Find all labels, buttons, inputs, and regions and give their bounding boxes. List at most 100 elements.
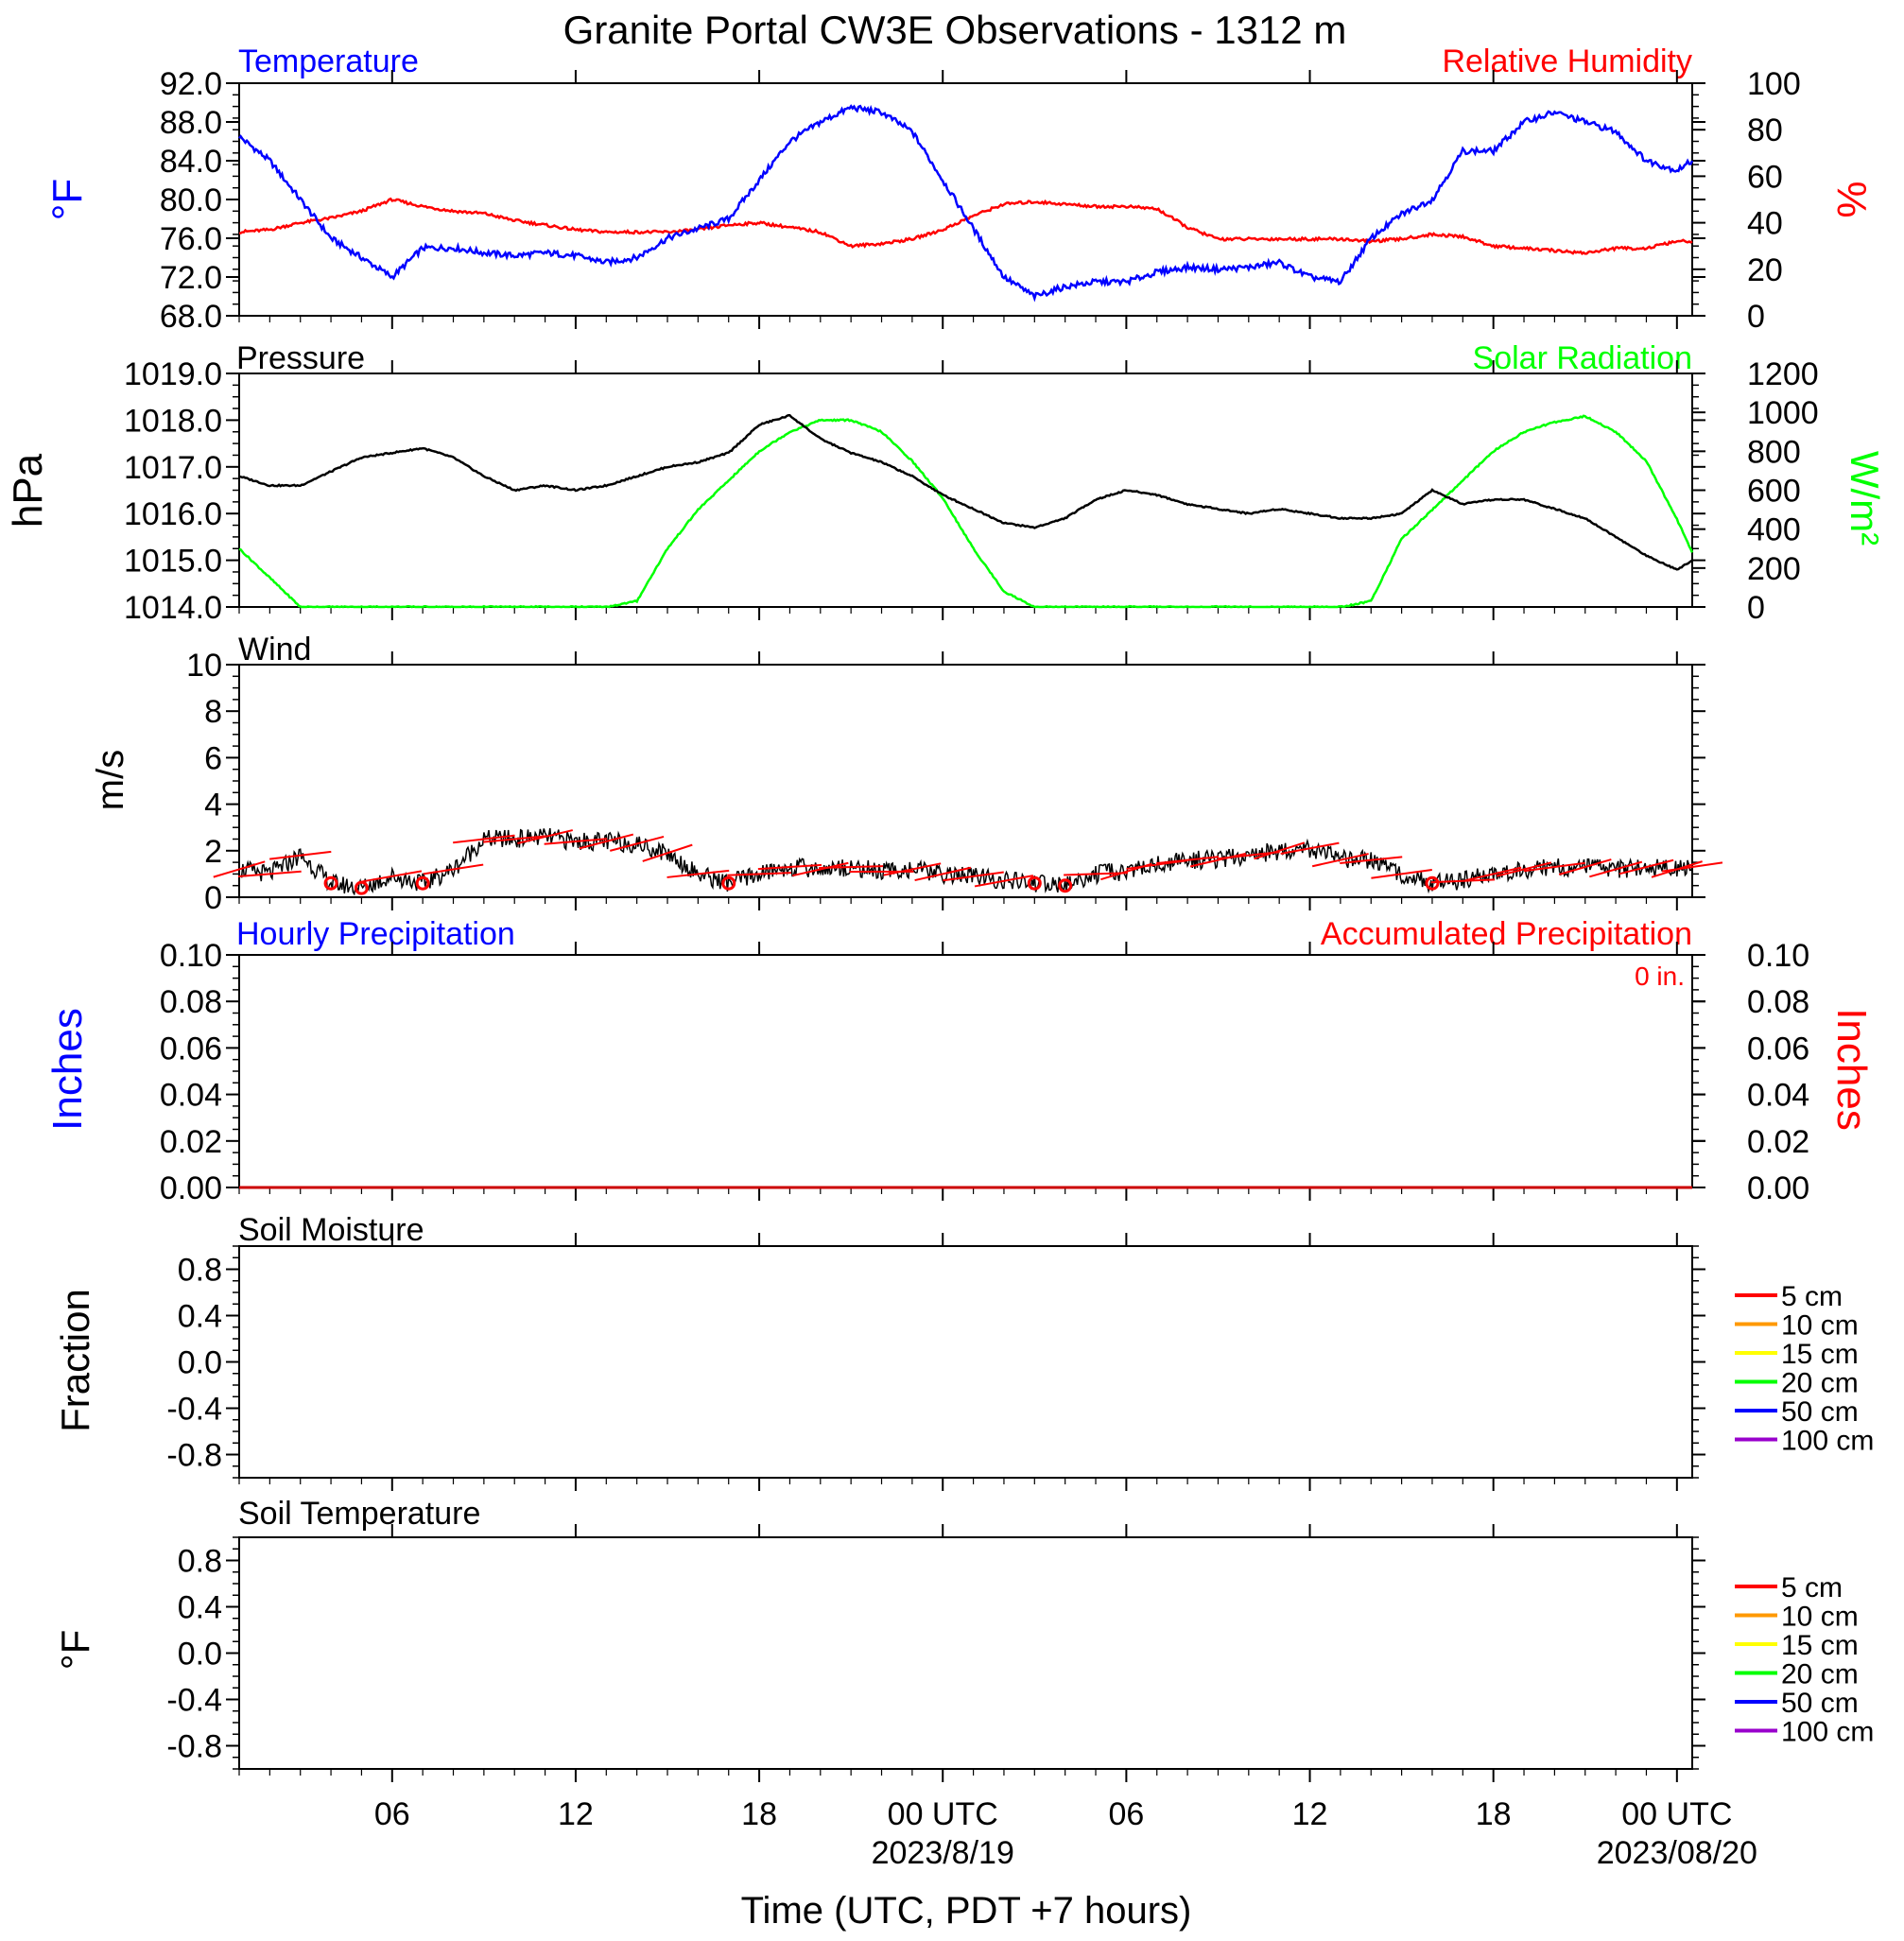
temperature-series-line [238,104,1694,303]
y-tick-label: 0.0 [178,1345,222,1381]
y-tick-label-right: 80 [1747,113,1783,148]
legend-label: 100 cm [1781,1717,1874,1748]
y-tick-label-right: 1200 [1747,356,1819,392]
y-tick-label: 1017.0 [124,450,222,486]
y-tick-label-right: 0.00 [1747,1170,1809,1206]
y-tick-label: 1018.0 [124,403,222,439]
y-tick-label: 0.4 [178,1590,222,1626]
legend-label: 10 cm [1781,1602,1859,1633]
x-tick-label: 00 UTC [888,1796,998,1832]
wind-barb [1661,861,1723,873]
plot-frame [238,954,1693,1188]
plot-frame [238,373,1693,608]
hourly-precip-unit-label: Inches [44,1008,91,1131]
pressure-unit-label: hPa [5,453,51,528]
calm-wind-circle [721,875,736,891]
y-tick-label: 0.08 [160,984,222,1020]
soil-temp-label: Soil Temperature [238,1496,480,1532]
y-tick-label-right: 400 [1747,512,1801,548]
x-date-label: 2023/8/19 [872,1835,1014,1871]
wind-barb [1618,858,1674,875]
solar-label: Solar Radiation [1473,340,1692,376]
precip-panel: Hourly Precipitation Accumulated Precipi… [44,916,1875,1206]
x-tick-label: 06 [1108,1796,1144,1832]
wind-barb [1156,856,1220,865]
calm-wind-circle [1058,878,1073,893]
soil-moisture-panel: Soil Moisture Fraction 0.8 0.4 0.0 -0.4 -0.8… [53,1212,1874,1491]
calm-wind-circle [415,875,430,891]
chart-title: Granite Portal CW3E Observations - 1312 … [563,8,1347,52]
wind-barb [1589,860,1643,878]
pressure-series-line [238,414,1693,571]
y-tick-label: 72.0 [160,260,222,296]
y-tick-label: 1015.0 [124,544,222,580]
y-tick-label: -0.8 [166,1729,222,1765]
legend-label: 15 cm [1781,1630,1859,1661]
soil-moisture-label: Soil Moisture [238,1212,424,1248]
wind-barb [1371,869,1432,879]
wind-barb [1558,858,1612,875]
wind-barb [1254,841,1306,860]
temp-rh-panel: Temperature Relative Humidity °F % 92.08… [44,43,1875,335]
wind-barb [943,871,1004,882]
wind-barb [666,869,730,878]
legend-label: 15 cm [1781,1339,1859,1370]
wind-barb [914,866,972,882]
hourly-precip-label: Hourly Precipitation [236,916,515,952]
humidity-label: Relative Humidity [1442,43,1692,79]
wind-barb [757,863,822,871]
solar-unit-label: W/m² [1843,451,1887,546]
y-tick-label: 10 [186,648,222,684]
y-tick-label: 80.0 [160,182,222,218]
legend-label: 50 cm [1781,1688,1859,1719]
legend-label: 100 cm [1781,1426,1874,1457]
y-tick-label: 84.0 [160,144,222,180]
y-tick-label-right: 100 [1747,66,1801,102]
solar-series-line [238,414,1694,609]
wind-barb [1311,853,1369,868]
wind-barb [453,834,515,844]
y-tick-label: 0.4 [178,1299,222,1335]
y-tick-label-right: 0.04 [1747,1078,1809,1114]
wind-barb [423,863,484,875]
y-tick-label: 0.8 [178,1544,222,1580]
plot-frame [238,1536,1693,1770]
y-tick-label: 2 [204,834,222,870]
y-tick-label: 1014.0 [124,590,222,626]
legend-label: 5 cm [1781,1281,1843,1312]
wind-barb [213,860,266,878]
wind-barb [727,872,791,876]
soil-temp-unit-label: °F [53,1630,97,1670]
wind-barb [579,833,634,850]
y-tick-label: 0.8 [178,1253,222,1289]
wind-barb [1280,841,1340,856]
y-tick-label: 76.0 [160,221,222,257]
y-tick-label: 68.0 [160,299,222,335]
y-tick-label: 0 [204,880,222,916]
y-tick-label-right: 40 [1747,206,1783,242]
temp-unit-label: °F [44,179,91,220]
y-tick-label: 6 [204,740,222,776]
legend-label: 50 cm [1781,1396,1859,1428]
temperature-label: Temperature [238,43,419,79]
soil-moisture-unit-label: Fraction [53,1289,97,1432]
soil-temp-panel: Soil Temperature °F 0.8 0.4 0.0 -0.4 -0.8 5 … [53,1496,1874,1782]
y-tick-label: 0.04 [160,1078,222,1114]
y-tick-label: 1016.0 [124,496,222,532]
wind-barb [1523,861,1585,873]
y-tick-label-right: 0.02 [1747,1124,1809,1160]
x-tick-label: 18 [1476,1796,1512,1832]
plot-frame [238,82,1693,317]
accum-precip-unit-label: Inches [1828,1008,1875,1131]
y-tick-label: 4 [204,788,222,823]
y-tick-label-right: 1000 [1747,395,1819,431]
wind-label: Wind [238,632,311,667]
y-tick-label: 0.0 [178,1637,222,1672]
wind-unit-label: m/s [90,750,131,810]
wind-barb [362,870,423,883]
y-tick-label-right: 0 [1747,299,1765,335]
wind-barb [974,875,1034,888]
legend-label: 20 cm [1781,1368,1859,1399]
y-tick-label: 8 [204,694,222,730]
